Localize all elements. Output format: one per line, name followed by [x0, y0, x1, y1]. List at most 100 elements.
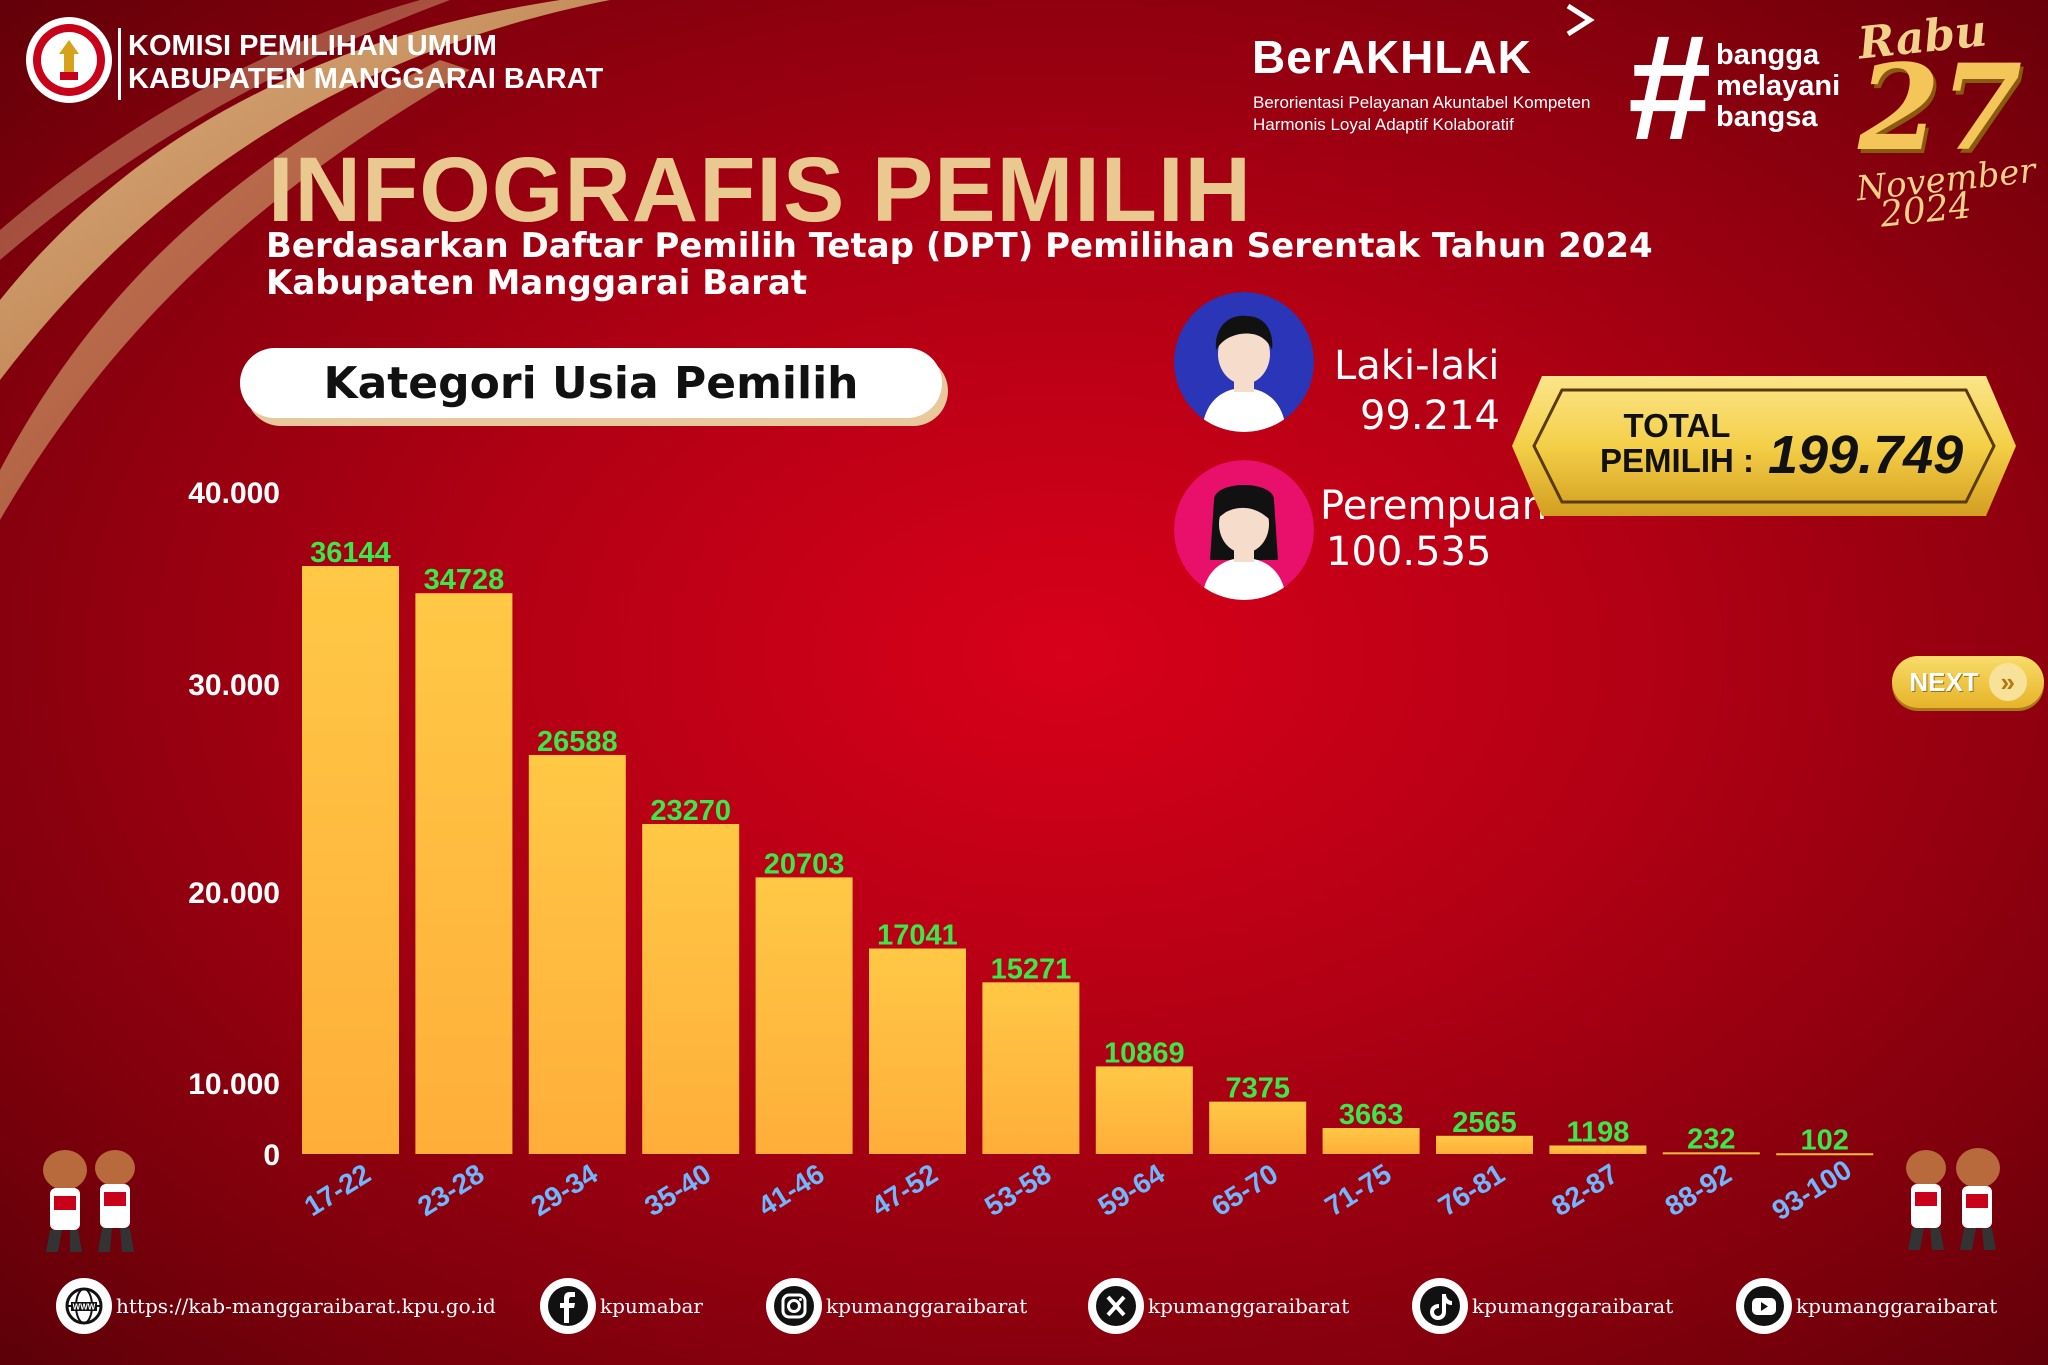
footer-instagram-link[interactable]: kpumanggaraibarat [766, 1276, 1027, 1336]
bar-value-label: 7375 [1225, 1073, 1290, 1105]
slogan-line2: melayani [1716, 70, 1841, 102]
bar [302, 566, 399, 1154]
next-button[interactable]: NEXT » [1892, 656, 2044, 708]
x-category-label: 82-87 [1546, 1158, 1623, 1222]
male-count: 99.214 [1360, 393, 1500, 439]
slogan: bangga melayani bangsa [1716, 40, 1840, 133]
footer-x-text: kpumanggaraibarat [1148, 1294, 1350, 1318]
male-avatar-icon [1174, 292, 1314, 432]
bar-value-label: 17041 [877, 920, 958, 952]
x-category-label: 71-75 [1319, 1158, 1396, 1222]
bar-value-label: 3663 [1339, 1099, 1404, 1131]
bar [1662, 1152, 1760, 1155]
category-heading: Kategori Usia Pemilih [240, 348, 942, 418]
mascot-right [1906, 1148, 2000, 1250]
slogan-line1: bangga [1716, 39, 1820, 71]
bar-value-label: 23270 [650, 795, 731, 827]
globe-icon: WWW [56, 1278, 112, 1334]
berakhlak-tagline-line1: Berorientasi Pelayanan Akuntabel Kompete… [1253, 93, 1591, 112]
hashtag-symbol: # [1628, 3, 1712, 171]
male-label: Laki-laki [1334, 343, 1500, 389]
x-category-label: 35-40 [639, 1158, 716, 1222]
subtitle-line2: Kabupaten Manggarai Barat [266, 263, 808, 303]
double-chevron-right-icon: » [1988, 663, 2027, 701]
bar [1095, 1066, 1193, 1154]
bar [982, 982, 1080, 1154]
x-category-label: 93-100 [1766, 1154, 1856, 1226]
tiktok-icon [1412, 1278, 1468, 1334]
y-tick-label: 20.000 [188, 877, 280, 910]
berakhlak-tagline-line2: Harmonis Loyal Adaptif Kolaboratif [1253, 115, 1514, 134]
kpu-logo [26, 17, 112, 103]
bar [1436, 1135, 1533, 1154]
x-category-label: 76-81 [1433, 1158, 1510, 1222]
x-category-label: 53-58 [979, 1158, 1056, 1222]
instagram-icon [766, 1278, 822, 1334]
bar [755, 877, 853, 1154]
footer-instagram-text: kpumanggaraibarat [826, 1294, 1028, 1318]
berakhlak-logo: BerAKHLAK [1252, 31, 1532, 83]
bar-value-label: 36144 [310, 537, 391, 569]
x-category-label: 41-46 [752, 1158, 829, 1222]
footer-youtube-text: kpumanggaraibarat [1796, 1294, 1998, 1318]
bar-value-label: 232 [1687, 1123, 1735, 1155]
y-tick-label: 30.000 [188, 669, 280, 702]
svg-text:WWW: WWW [73, 1303, 96, 1312]
x-category-label: 23-28 [412, 1158, 489, 1222]
x-category-label: 47-52 [866, 1158, 943, 1222]
female-count: 100.535 [1326, 529, 1492, 575]
total-label-line2: PEMILIH : [1600, 442, 1754, 479]
mascot-left [43, 1150, 135, 1252]
x-category-label: 29-34 [526, 1158, 604, 1222]
bar [528, 754, 626, 1154]
footer-x-link[interactable]: kpumanggaraibarat [1088, 1276, 1349, 1336]
bar-value-label: 20703 [764, 848, 845, 880]
org-name-line2: KABUPATEN MANGGARAI BARAT [128, 63, 604, 95]
x-category-label: 65-70 [1206, 1158, 1283, 1222]
footer-youtube-link[interactable]: kpumanggaraibarat [1736, 1276, 1997, 1336]
page-subtitle: Berdasarkan Daftar Pemilih Tetap (DPT) P… [266, 228, 1653, 302]
bar-value-label: 34728 [424, 564, 505, 596]
total-value: 199.749 [1768, 425, 1964, 485]
bar-value-label: 102 [1801, 1124, 1849, 1156]
next-button-label: NEXT [1909, 666, 1979, 697]
footer-facebook-link[interactable]: kpumabar [540, 1276, 703, 1336]
slogan-line3: bangsa [1716, 101, 1818, 133]
total-badge [1512, 376, 2016, 516]
facebook-icon [540, 1278, 596, 1334]
date-number: 27 [1858, 38, 2023, 177]
subtitle-line1: Berdasarkan Daftar Pemilih Tetap (DPT) P… [266, 226, 1653, 266]
footer-facebook-text: kpumabar [600, 1294, 703, 1318]
bar [415, 593, 513, 1154]
chevron-right-icon [1566, 3, 1595, 37]
bar [1209, 1101, 1307, 1154]
page-title: INFOGRAFIS PEMILIH [268, 139, 1252, 241]
x-category-label: 17-22 [299, 1158, 376, 1222]
x-category-label: 59-64 [1093, 1158, 1171, 1222]
bar [1549, 1145, 1647, 1154]
bar [642, 823, 740, 1154]
youtube-icon [1736, 1278, 1792, 1334]
total-label-line1: TOTAL [1623, 407, 1731, 444]
org-name-line1: KOMISI PEMILIHAN UMUM [128, 30, 497, 62]
y-tick-label: 40.000 [188, 477, 280, 510]
bar-value-label: 10869 [1104, 1037, 1185, 1069]
footer-tiktok-link[interactable]: kpumanggaraibarat [1412, 1276, 1673, 1336]
footer-website-text: https://kab-manggaraibarat.kpu.go.id [116, 1294, 496, 1318]
bar-value-label: 26588 [537, 726, 618, 758]
bar-value-label: 2565 [1452, 1107, 1517, 1139]
bar-value-label: 15271 [991, 953, 1072, 985]
y-tick-label: 0 [263, 1139, 280, 1172]
header-divider [118, 28, 121, 100]
bar [1776, 1153, 1874, 1156]
bar [869, 948, 966, 1154]
x-category-label: 88-92 [1660, 1158, 1737, 1222]
y-tick-label: 10.000 [188, 1068, 280, 1101]
org-name: KOMISI PEMILIHAN UMUM KABUPATEN MANGGARA… [128, 30, 603, 96]
bar [1322, 1127, 1420, 1154]
female-avatar-icon [1174, 460, 1314, 600]
footer-website-link[interactable]: WWW https://kab-manggaraibarat.kpu.go.id [56, 1276, 496, 1336]
x-icon [1088, 1278, 1144, 1334]
